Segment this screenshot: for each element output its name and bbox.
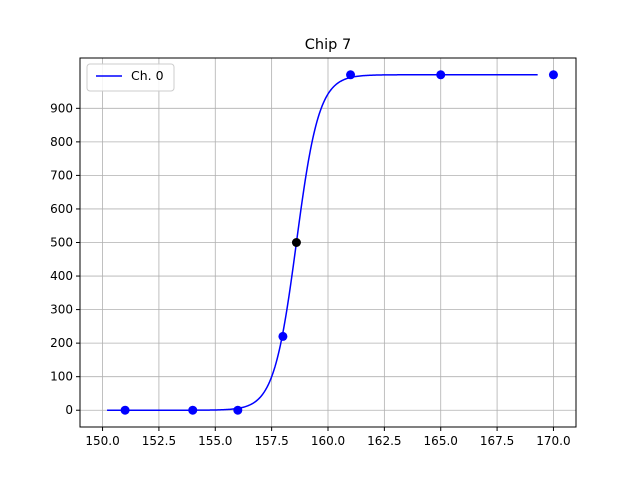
y-tick-label: 600: [50, 202, 73, 216]
y-axis: 0 100 200 300 400 500 600 700 800 900: [50, 101, 80, 417]
chart-title: Chip 7: [305, 37, 351, 53]
x-tick-label: 155.0: [198, 434, 232, 448]
data-points: [120, 70, 558, 415]
x-tick-label: 157.5: [254, 434, 288, 448]
x-tick-label: 160.0: [311, 434, 345, 448]
legend: Ch. 0: [86, 63, 175, 92]
data-point: [278, 331, 288, 341]
x-tick-label: 170.0: [536, 434, 570, 448]
midpoint-marker: [291, 238, 301, 247]
data-point: [120, 405, 130, 415]
y-tick-label: 200: [50, 336, 73, 350]
y-tick-label: 500: [50, 236, 73, 250]
y-tick-label: 800: [50, 135, 73, 149]
data-point: [233, 405, 243, 415]
data-point: [188, 405, 198, 415]
data-point: [346, 70, 356, 80]
x-tick-label: 167.5: [480, 434, 514, 448]
grid-lines: [80, 58, 576, 427]
x-tick-label: 152.5: [142, 434, 176, 448]
series-line-ch0: [107, 74, 538, 411]
y-tick-label: 0: [65, 403, 73, 417]
x-axis: 150.0 152.5 155.0 157.5 160.0 162.5 165.0 167.5…: [85, 427, 571, 448]
data-point: [436, 70, 446, 80]
y-tick-label: 900: [50, 101, 73, 115]
data-point: [548, 70, 558, 80]
x-tick-label: 165.0: [424, 434, 458, 448]
x-tick-label: 150.0: [85, 434, 119, 448]
legend-box: [86, 63, 175, 92]
y-tick-label: 400: [50, 269, 73, 283]
y-tick-label: 100: [50, 370, 73, 384]
y-tick-label: 300: [50, 303, 73, 317]
legend-label-ch0: Ch. 0: [131, 68, 164, 83]
y-tick-label: 700: [50, 168, 73, 182]
x-tick-label: 162.5: [367, 434, 401, 448]
plot-area: [107, 74, 538, 411]
